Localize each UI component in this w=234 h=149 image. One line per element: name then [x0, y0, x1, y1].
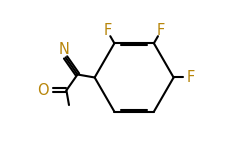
Text: O: O	[37, 83, 48, 98]
Text: F: F	[187, 70, 195, 85]
Text: F: F	[157, 23, 165, 38]
Text: F: F	[103, 23, 112, 38]
Text: N: N	[59, 42, 69, 57]
